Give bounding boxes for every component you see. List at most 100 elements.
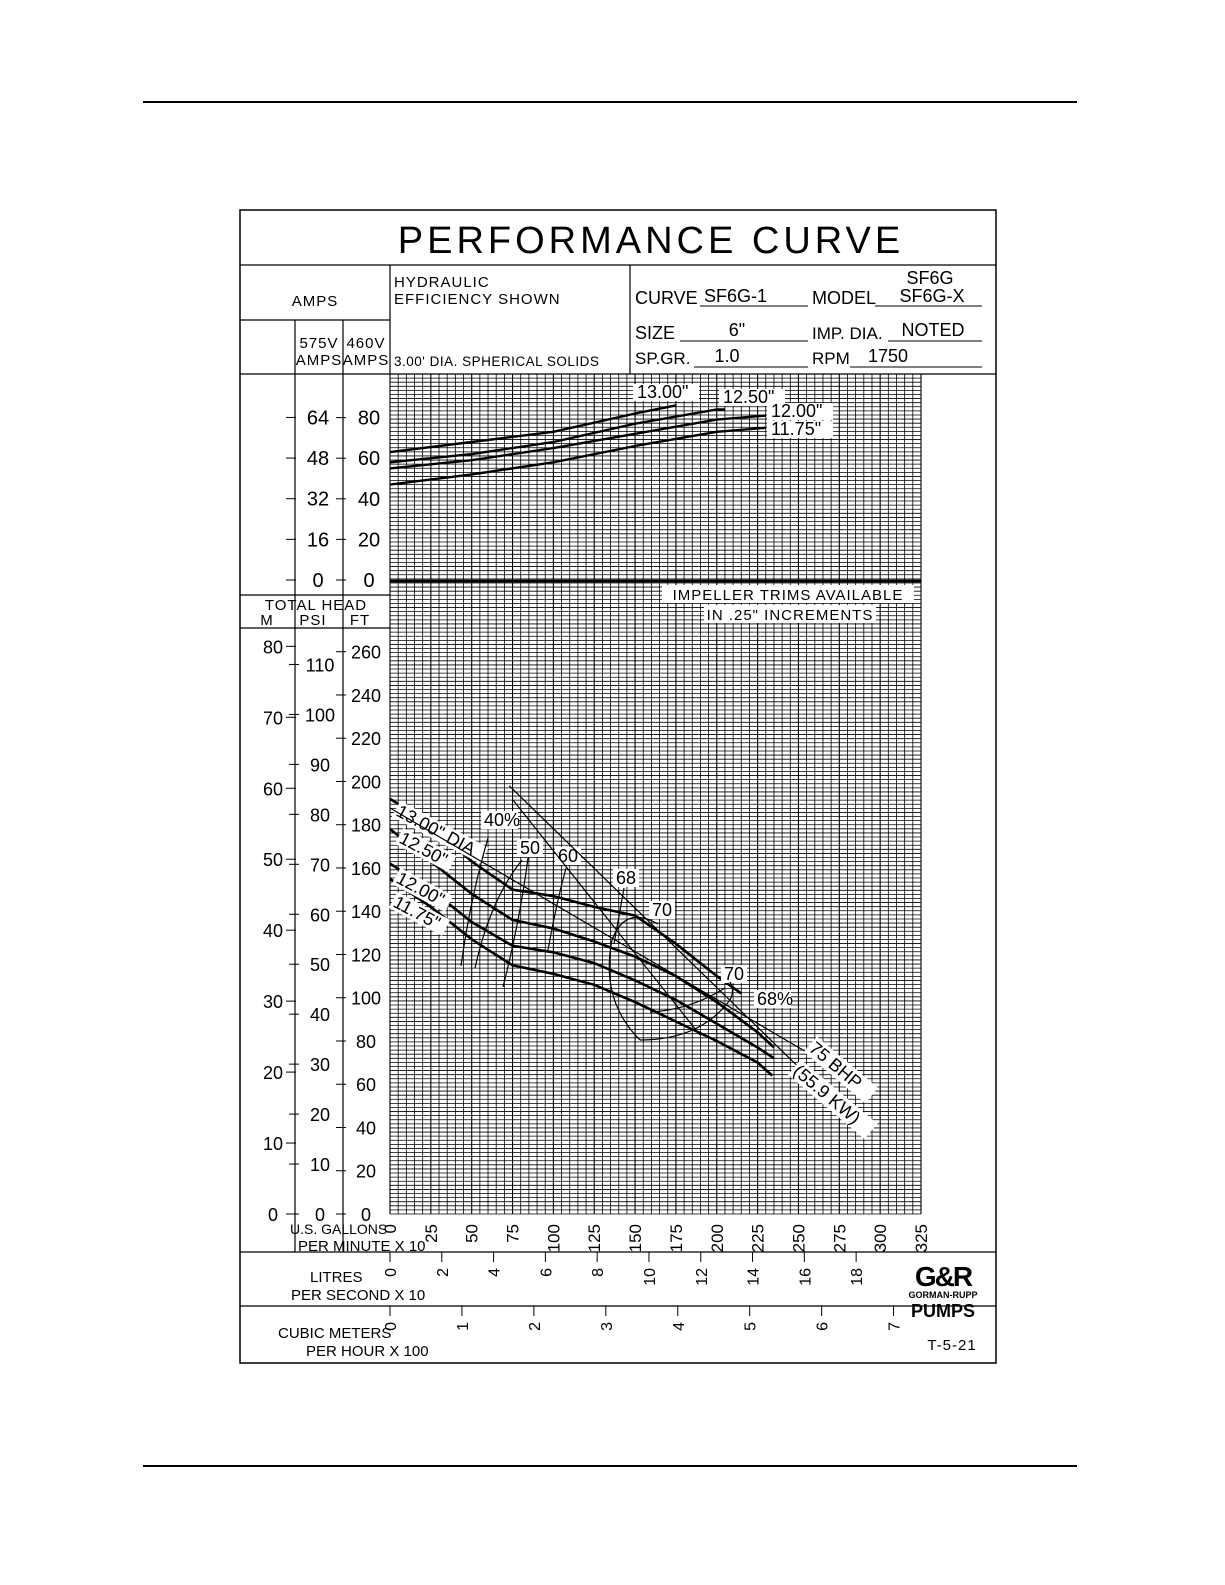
kw-label-bg xyxy=(787,1059,878,1140)
eff-label-bg xyxy=(481,811,518,829)
amp-curve-label: 12.00" xyxy=(771,401,822,421)
amps460-tick-label: 0 xyxy=(363,570,374,592)
x-tick-label: 25 xyxy=(422,1224,441,1243)
trims-note-bg-1 xyxy=(662,585,914,603)
cmh-tick-label: 6 xyxy=(815,1322,832,1331)
amp-label-bg xyxy=(767,421,833,438)
ft-tick-label: 100 xyxy=(351,989,381,1009)
x-tick-label: 325 xyxy=(912,1224,931,1252)
curve-value: SF6G-1 xyxy=(704,286,767,306)
amp-label-bg xyxy=(719,389,785,406)
efficiency-label: 50 xyxy=(520,838,540,858)
rpm-label: RPM xyxy=(812,349,850,368)
ft-tick-label: 260 xyxy=(351,643,381,663)
curve-code: T-5-21 xyxy=(927,1337,976,1354)
logo-mark: G&R xyxy=(915,1261,973,1292)
efficiency-label: 68% xyxy=(757,989,793,1009)
amps575-tick-label: 0 xyxy=(312,570,323,592)
m-tick-label: 0 xyxy=(268,1205,278,1225)
efficiency-curve xyxy=(474,859,523,969)
trims-note-1: IMPELLER TRIMS AVAILABLE xyxy=(673,587,904,604)
ft-tick-label: 80 xyxy=(356,1032,376,1052)
trims-note-bg-2 xyxy=(704,605,876,623)
head-label-bg xyxy=(391,867,454,912)
gpm-label-2: PER MINUTE X 10 xyxy=(298,1238,426,1255)
model-value-2: SF6G-X xyxy=(899,286,964,306)
amp-curve-2 xyxy=(389,414,766,470)
amp-curve-0 xyxy=(389,404,677,454)
amp-curve-label: 12.50" xyxy=(723,387,774,407)
m-tick-label: 80 xyxy=(263,637,283,657)
head-m-label: M xyxy=(260,612,274,629)
efficiency-curve xyxy=(502,857,529,988)
hydraulic-line-2: EFFICIENCY SHOWN xyxy=(394,291,561,308)
chart-grid xyxy=(389,373,922,1215)
ft-tick-label: 20 xyxy=(356,1162,376,1182)
m-tick-label: 30 xyxy=(263,992,283,1012)
head-psi-label: PSI xyxy=(299,612,326,629)
size-label: SIZE xyxy=(635,323,675,343)
psi-tick-label: 80 xyxy=(310,805,330,825)
lps-tick-label: 6 xyxy=(538,1268,555,1277)
chart-title: PERFORMANCE CURVE xyxy=(398,220,904,262)
head-ft-label: FT xyxy=(350,612,370,629)
amps460-tick-label: 60 xyxy=(358,448,380,470)
ft-tick-label: 240 xyxy=(351,686,381,706)
psi-tick-label: 10 xyxy=(310,1155,330,1175)
spgr-value: 1.0 xyxy=(714,346,739,366)
lps-tick-label: 12 xyxy=(694,1268,711,1286)
amp-label-bg xyxy=(767,403,833,420)
x-tick-label: 75 xyxy=(504,1224,523,1243)
x-tick-label: 0 xyxy=(381,1224,400,1233)
ft-tick-label: 0 xyxy=(361,1205,371,1225)
x-tick-label: 100 xyxy=(544,1224,563,1252)
size-value: 6" xyxy=(729,320,745,340)
m-tick-label: 50 xyxy=(263,850,283,870)
ft-tick-label: 140 xyxy=(351,902,381,922)
solids-note: 3.00' DIA. SPHERICAL SOLIDS xyxy=(394,354,599,369)
efficiency-curve xyxy=(649,987,726,1013)
ft-tick-label: 120 xyxy=(351,945,381,965)
psi-tick-label: 20 xyxy=(310,1105,330,1125)
amps460-tick-label: 20 xyxy=(358,529,380,551)
m-tick-label: 40 xyxy=(263,921,283,941)
lps-tick-label: 16 xyxy=(797,1268,814,1286)
total-head-label: TOTAL HEAD xyxy=(265,597,367,614)
ft-tick-label: 160 xyxy=(351,859,381,879)
lps-tick-label: 10 xyxy=(642,1268,659,1286)
x-tick-label: 200 xyxy=(708,1224,727,1252)
head-curve-1 xyxy=(389,827,775,1049)
lps-label-1: LITRES xyxy=(310,1269,363,1286)
cmh-tick-label: 7 xyxy=(887,1322,904,1331)
amps575-tick-label: 32 xyxy=(307,489,329,511)
efficiency-curve xyxy=(639,981,734,1041)
eff-label-bg xyxy=(721,965,747,983)
amp-curve-label: 13.00" xyxy=(637,382,688,402)
spgr-label: SP.GR. xyxy=(635,349,690,368)
m-tick-label: 70 xyxy=(263,708,283,728)
v575-amps-label: AMPS xyxy=(296,352,343,369)
v575-label: 575V xyxy=(299,335,338,352)
lps-label-2: PER SECOND X 10 xyxy=(291,1287,425,1304)
amps575-tick-label: 48 xyxy=(307,448,329,470)
x-tick-label: 150 xyxy=(626,1224,645,1252)
efficiency-label: 60 xyxy=(558,846,578,866)
top-rule xyxy=(143,101,1077,103)
trims-note-2: IN .25" INCREMENTS xyxy=(707,607,874,624)
m-tick-label: 60 xyxy=(263,779,283,799)
eff-label-bg xyxy=(517,839,543,857)
lps-tick-label: 4 xyxy=(487,1268,504,1277)
psi-tick-label: 30 xyxy=(310,1055,330,1075)
psi-tick-label: 60 xyxy=(310,905,330,925)
lps-tick-label: 14 xyxy=(746,1268,763,1286)
cmh-tick-label: 3 xyxy=(599,1322,616,1331)
cmh-tick-label: 1 xyxy=(455,1322,472,1331)
efficiency-curve xyxy=(608,916,659,1041)
curve-label: CURVE xyxy=(635,288,698,308)
efficiency-label: 70 xyxy=(652,900,672,920)
psi-tick-label: 40 xyxy=(310,1005,330,1025)
amp-curve-label: 11.75" xyxy=(771,419,821,439)
hydraulic-line-1: HYDRAULIC xyxy=(394,274,490,291)
v460-amps-label: AMPS xyxy=(343,352,390,369)
